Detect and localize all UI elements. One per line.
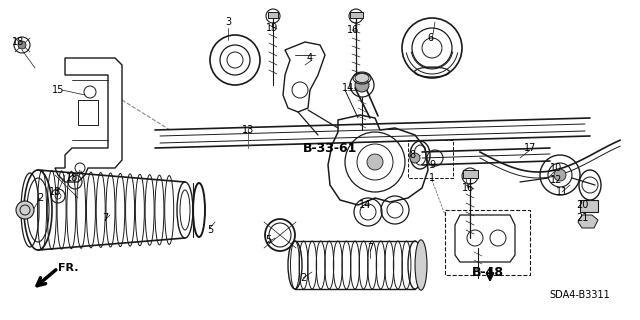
Text: 15: 15 <box>52 85 64 95</box>
Text: FR.: FR. <box>58 263 78 273</box>
Text: 7: 7 <box>102 213 108 223</box>
Text: 13: 13 <box>242 125 254 135</box>
Bar <box>408 140 453 178</box>
Text: 5: 5 <box>265 235 271 245</box>
Text: 21: 21 <box>576 213 588 223</box>
Text: B-48: B-48 <box>472 266 504 278</box>
Text: 7: 7 <box>367 243 373 253</box>
Text: 2: 2 <box>37 193 43 203</box>
Ellipse shape <box>355 74 369 83</box>
Bar <box>268 12 278 18</box>
Text: 18: 18 <box>12 37 24 47</box>
Text: 10: 10 <box>550 163 562 173</box>
Text: 16: 16 <box>462 183 474 193</box>
Text: 8: 8 <box>409 150 415 160</box>
Text: 14: 14 <box>342 83 354 93</box>
Text: 11: 11 <box>556 187 568 197</box>
Bar <box>78 100 98 125</box>
Text: 4: 4 <box>307 53 313 63</box>
Text: 3: 3 <box>225 17 231 27</box>
Bar <box>463 170 478 178</box>
Text: 19: 19 <box>266 23 278 33</box>
Circle shape <box>18 41 26 49</box>
Text: B-33-61: B-33-61 <box>303 141 357 155</box>
Circle shape <box>355 78 369 92</box>
Polygon shape <box>578 215 598 228</box>
Text: 18: 18 <box>49 187 61 197</box>
Circle shape <box>410 153 420 163</box>
Text: 9: 9 <box>429 160 435 170</box>
Text: 18: 18 <box>66 173 78 183</box>
Ellipse shape <box>415 240 427 290</box>
Bar <box>580 200 598 212</box>
Text: 17: 17 <box>524 143 536 153</box>
Bar <box>445 210 530 275</box>
Text: 5: 5 <box>207 225 213 235</box>
Circle shape <box>16 201 34 219</box>
Text: 12: 12 <box>550 175 562 185</box>
Text: 16: 16 <box>347 25 359 35</box>
Text: 20: 20 <box>576 200 588 210</box>
Text: 1: 1 <box>429 173 435 183</box>
Circle shape <box>367 154 383 170</box>
Text: 6: 6 <box>427 33 433 43</box>
Circle shape <box>554 169 566 181</box>
Bar <box>350 12 363 18</box>
Text: 2: 2 <box>300 273 306 283</box>
Text: 14: 14 <box>359 200 371 210</box>
Text: SDA4-B3311: SDA4-B3311 <box>550 290 611 300</box>
